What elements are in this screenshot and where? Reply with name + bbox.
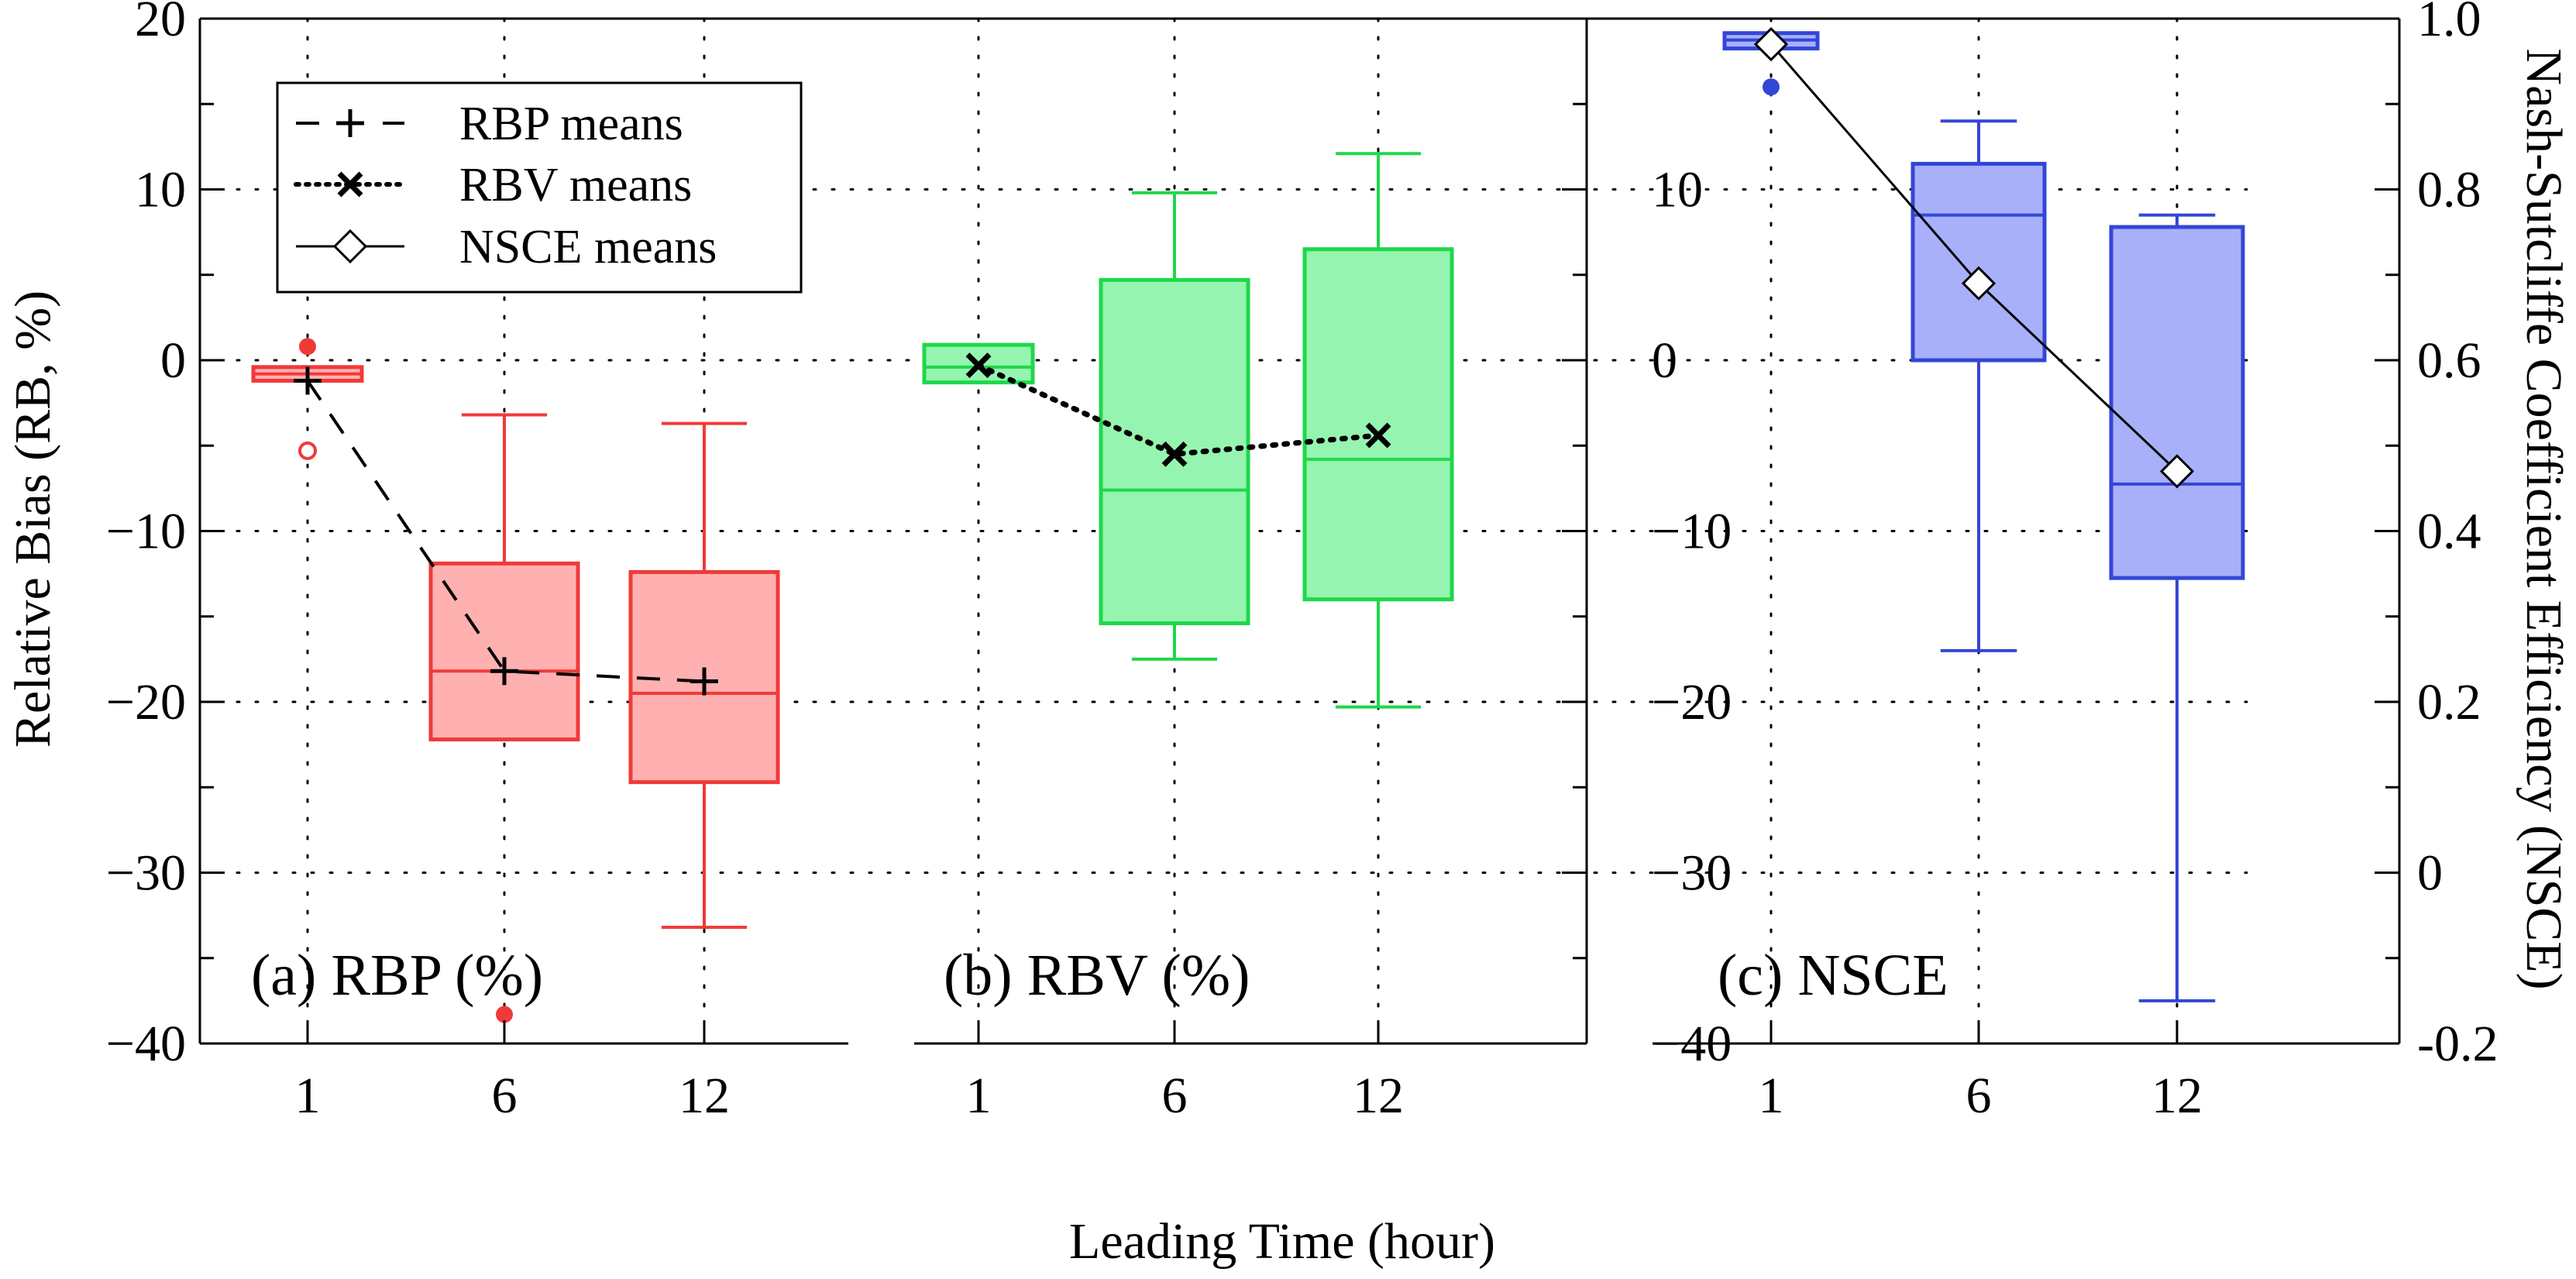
mean-marker-x	[965, 352, 992, 379]
panel-label-rbp: (a) RBP (%)	[251, 943, 543, 1008]
legend-x-marker	[337, 171, 363, 198]
box-body	[1302, 247, 1454, 602]
left-axis-title: Relative Bias (RB, %)	[5, 291, 61, 748]
legend-rbv-label: RBV means	[459, 159, 692, 211]
legend-entry-rbv: RBV means	[294, 159, 692, 211]
mean-marker-diamond	[1753, 26, 1789, 62]
x-tick-label: 1	[966, 1068, 992, 1124]
panel-rbv-data	[922, 152, 1454, 709]
right-tick-label: 0.6	[2417, 332, 2481, 389]
mean-line-rbv	[975, 363, 1381, 457]
x-tick-label: 1	[1759, 1068, 1784, 1124]
outlier-point-open	[298, 441, 317, 460]
mean-line-rbp	[306, 380, 705, 683]
x-tick-label: 1	[295, 1068, 321, 1124]
legend-rbp-label: RBP means	[459, 98, 683, 150]
right-axis-title: Nash-Sutcliffe Coefficient Efficiency (N…	[2516, 48, 2572, 989]
right-tick-label: 0	[2417, 845, 2443, 902]
panel-label-rbv: (b) RBV (%)	[944, 943, 1250, 1008]
legend-entry-rbp: RBP means	[296, 98, 683, 150]
middle-tick-label: −40	[1652, 1016, 1732, 1072]
outlier-point	[299, 338, 316, 356]
legend-plus-marker	[336, 109, 364, 137]
mean-marker-plus	[490, 657, 518, 686]
panel-label-nsce: (c) NSCE	[1718, 943, 1948, 1008]
box-body	[428, 561, 580, 742]
right-tick-label: 0.8	[2417, 162, 2481, 218]
outlier-point	[496, 1006, 513, 1023]
right-tick-label: 0.4	[2417, 504, 2481, 560]
middle-tick-label: −30	[1652, 845, 1732, 902]
box-nsce-12	[2109, 213, 2245, 1002]
legend: RBP means RBV means NSCE means	[276, 81, 803, 294]
legend-entry-nsce: NSCE means	[296, 221, 717, 273]
x-tick-label: 6	[1162, 1068, 1188, 1124]
data-layer	[251, 26, 2245, 1023]
left-tick-label: 0	[160, 332, 186, 389]
x-tick-label: 12	[2151, 1068, 2203, 1124]
mean-marker-diamond	[2159, 454, 2195, 489]
middle-tick-label: 0	[1652, 332, 1677, 389]
outlier-point	[1763, 78, 1780, 96]
box-rbv-12	[1302, 152, 1454, 709]
left-tick-label: −40	[106, 1016, 186, 1072]
panel-nsce-data	[1722, 26, 2245, 1002]
mean-marker-plus	[294, 366, 322, 395]
mean-marker-x	[1161, 441, 1188, 467]
mean-marker-x	[1365, 422, 1391, 449]
left-tick-label: −30	[106, 845, 186, 902]
x-tick-label: 6	[1966, 1068, 1992, 1124]
left-tick-label: −10	[106, 504, 186, 560]
x-tick-label: 12	[679, 1068, 730, 1124]
left-tick-label: 10	[135, 162, 186, 218]
box-nsce-6	[1911, 119, 2047, 652]
middle-tick-label: −20	[1652, 674, 1732, 731]
box-rbv-6	[1099, 191, 1250, 661]
middle-tick-label: −10	[1652, 504, 1732, 560]
mean-marker-plus	[690, 667, 718, 696]
legend-diamond-marker	[332, 229, 368, 264]
right-tick-label: -0.2	[2417, 1016, 2498, 1072]
left-tick-label: −20	[106, 674, 186, 731]
right-tick-label: 0.2	[2417, 674, 2481, 731]
x-tick-label: 12	[1353, 1068, 1404, 1124]
right-tick-label: 1.0	[2417, 0, 2481, 47]
legend-nsce-label: NSCE means	[459, 221, 717, 273]
box-body	[1911, 161, 2047, 363]
left-tick-label: 20	[135, 0, 186, 47]
middle-tick-label: 10	[1652, 162, 1703, 218]
box-body	[2109, 225, 2245, 580]
x-axis-title: Leading Time (hour)	[1069, 1213, 1495, 1270]
axes-layer: 20100−10−20−30−40100−10−20−30−401.00.80.…	[106, 0, 2499, 1124]
panel-rbp-data	[251, 338, 780, 1023]
legend-frame	[276, 81, 803, 294]
mean-marker-diamond	[1961, 266, 1996, 301]
x-tick-label: 6	[492, 1068, 518, 1124]
